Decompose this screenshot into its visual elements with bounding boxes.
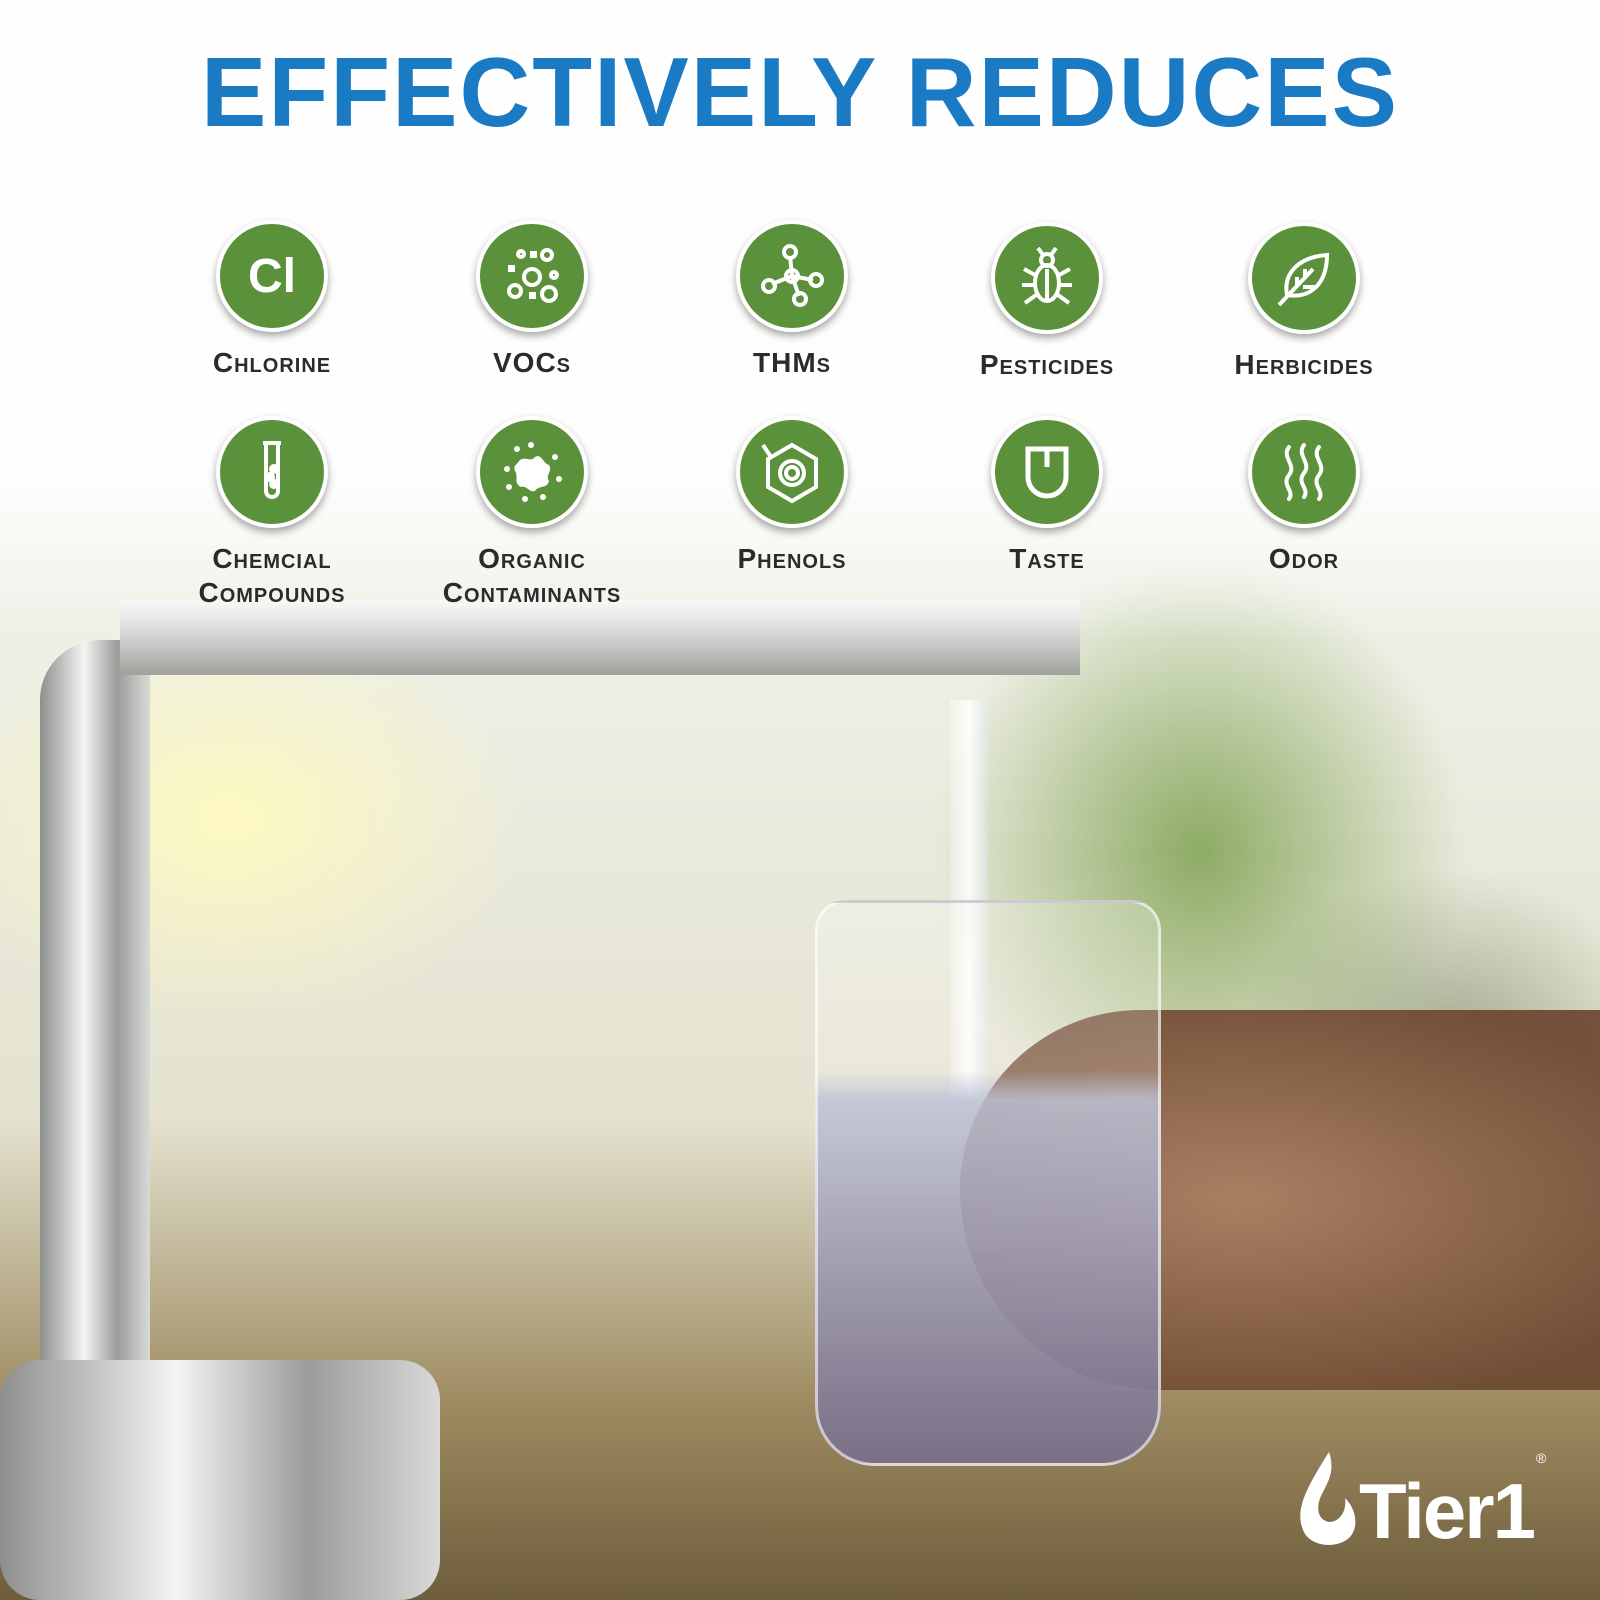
item-chlorine: Cl Chlorine [142, 220, 402, 380]
logo-text: Tier1 [1359, 1467, 1536, 1555]
splatter-icon [476, 416, 588, 528]
item-organic-contaminants: Organic Contaminants [402, 416, 662, 610]
registered-mark: ® [1536, 1450, 1547, 1466]
flame-drop-logo-icon [1300, 1452, 1356, 1545]
odor-waves-icon [1248, 416, 1360, 528]
item-chemical-compounds: Chemcial Compounds [142, 416, 402, 610]
chlorine-icon: Cl [216, 220, 328, 332]
item-label: Odor [1268, 543, 1340, 574]
headline: EFFECTIVELY REDUCES [201, 37, 1399, 147]
svg-text:Cl: Cl [248, 250, 296, 303]
vocs-bubbles-icon [476, 220, 588, 332]
item-pesticides: Pesticides [917, 222, 1177, 382]
item-label: THMs [753, 347, 831, 378]
item-phenols: Phenols [662, 416, 922, 576]
item-label: Phenols [737, 543, 847, 574]
item-label: Pesticides [979, 349, 1115, 380]
item-herbicides: Herbicides [1174, 222, 1434, 382]
leaf-icon [1248, 222, 1360, 334]
item-label: Herbicides [1234, 349, 1374, 380]
faucet-handle [0, 1360, 440, 1600]
molecule-icon [736, 220, 848, 332]
tongue-icon [991, 416, 1103, 528]
bug-icon [991, 222, 1103, 334]
item-thms: THMs [662, 220, 922, 380]
item-label: Chemcial Compounds [198, 543, 346, 608]
tier1-logo: Tier1 ® [1295, 1450, 1546, 1550]
item-label: Chlorine [212, 347, 332, 378]
test-tube-icon [216, 416, 328, 528]
item-taste: Taste [917, 416, 1177, 576]
water-glass [815, 900, 1161, 1466]
item-label: VOCs [492, 347, 571, 378]
faucet [40, 640, 150, 1400]
benzene-ring-icon [736, 416, 848, 528]
item-odor: Odor [1174, 416, 1434, 576]
item-vocs: VOCs [402, 220, 662, 380]
item-label: Taste [1009, 543, 1085, 574]
item-label: Organic Contaminants [442, 543, 622, 608]
